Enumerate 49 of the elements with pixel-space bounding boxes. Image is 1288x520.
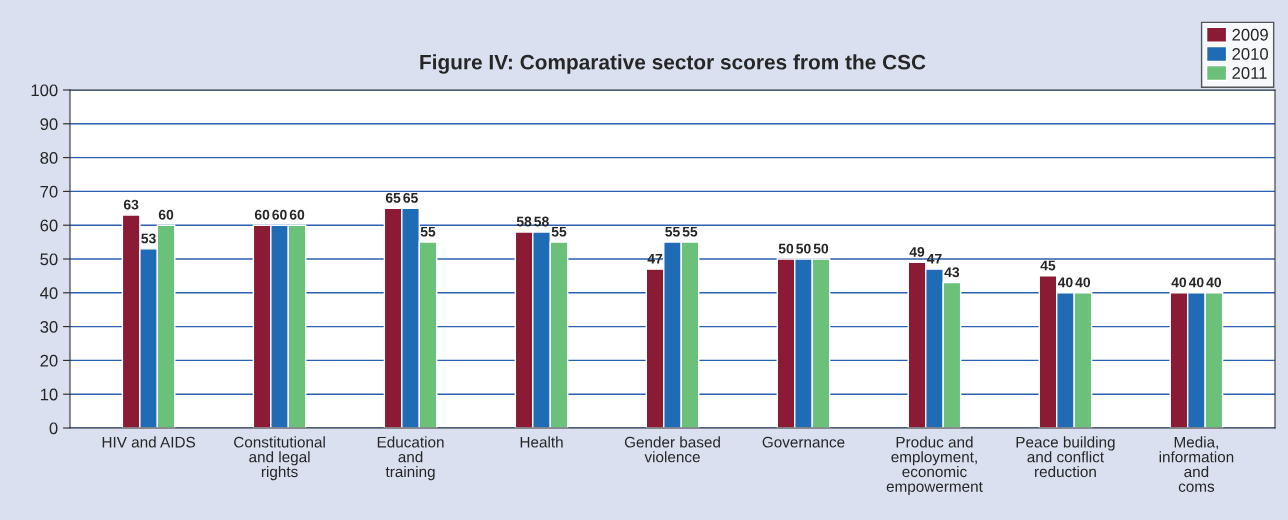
y-tick-label: 90 <box>40 118 58 130</box>
data-label: 49 <box>909 247 925 257</box>
x-tick-label: Produc and employment, economic empowerment <box>886 436 983 495</box>
y-tick-label: 40 <box>40 287 58 299</box>
data-label: 40 <box>1188 277 1204 288</box>
data-label: 43 <box>944 267 960 278</box>
data-label: 58 <box>516 216 532 227</box>
chart-title: Figure IV: Comparative sector scores from the CSC <box>420 54 926 74</box>
data-label: 60 <box>254 209 270 220</box>
data-label: 53 <box>141 233 156 244</box>
x-tick-label: HIV and AIDS <box>102 436 196 448</box>
y-tick-label: 20 <box>40 354 58 367</box>
y-tick-label: 80 <box>40 152 58 164</box>
data-label: 40 <box>1057 277 1073 288</box>
data-label: 50 <box>813 243 829 254</box>
data-label: 60 <box>158 209 174 220</box>
legend-label: 2010 <box>1232 47 1269 60</box>
x-tick-label: Gender based violence <box>624 436 720 463</box>
y-tick-label: 10 <box>40 388 58 401</box>
y-tick-label: 0 <box>49 422 58 435</box>
x-tick-label: Constitutional and legal rights <box>234 436 325 481</box>
data-label: 50 <box>796 243 811 254</box>
x-tick-label: Governance <box>762 436 845 448</box>
y-tick-label: 30 <box>40 321 58 333</box>
y-tick-label: 50 <box>40 253 58 266</box>
data-label: 60 <box>289 209 305 220</box>
data-label: 58 <box>534 216 549 227</box>
data-label: 40 <box>1206 277 1222 288</box>
legend-label: 2011 <box>1232 67 1267 79</box>
data-label: 65 <box>385 192 401 203</box>
data-label: 40 <box>1075 277 1091 288</box>
data-label: 65 <box>403 192 418 203</box>
data-label: 50 <box>778 243 794 254</box>
y-tick-label: 100 <box>31 84 58 97</box>
y-tick-label: 70 <box>40 185 58 198</box>
data-label: 60 <box>272 209 287 220</box>
x-tick-label: Peace building and conflict reduction <box>1016 436 1115 478</box>
y-tick-label: 60 <box>40 219 58 232</box>
data-label: 63 <box>123 199 139 210</box>
data-label: 55 <box>420 226 436 237</box>
data-label: 40 <box>1171 277 1187 288</box>
data-label: 45 <box>1040 260 1056 271</box>
data-label: 55 <box>665 226 680 237</box>
x-tick-label: Education and training <box>377 436 444 481</box>
data-label: 55 <box>682 226 698 237</box>
legend-label: 2009 <box>1232 28 1268 41</box>
x-tick-label: Media, information and coms <box>1159 436 1234 492</box>
x-tick-label: Health <box>520 436 563 448</box>
data-label: 55 <box>551 226 567 237</box>
